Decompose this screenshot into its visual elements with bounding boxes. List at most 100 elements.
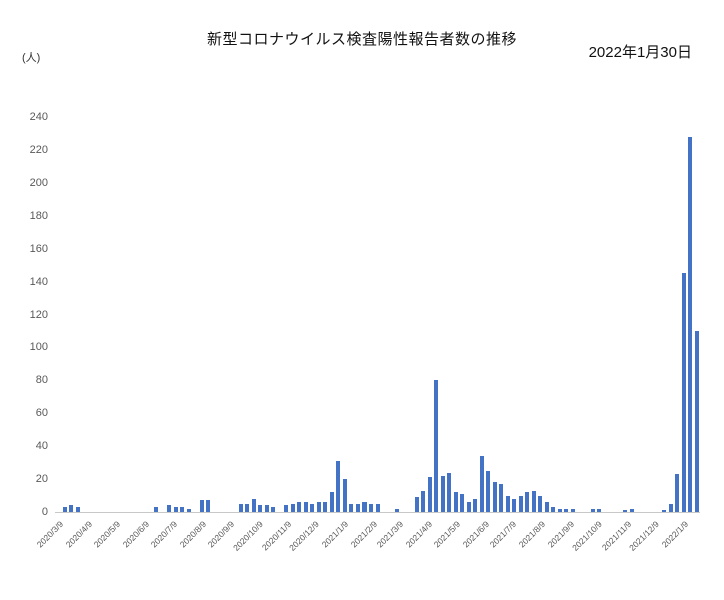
y-tick-label: 220 <box>29 143 48 156</box>
bar <box>375 503 380 512</box>
bar <box>69 505 74 512</box>
x-tick-label: 2020/7/9 <box>148 519 179 550</box>
bar <box>186 508 191 512</box>
bar-slot <box>322 117 329 512</box>
y-tick-label: 180 <box>29 209 48 222</box>
y-tick-label: 200 <box>29 176 48 189</box>
bar <box>492 482 497 512</box>
bar-slot <box>185 117 192 512</box>
bar-slot <box>205 117 212 512</box>
y-tick-label: 120 <box>29 308 48 321</box>
bar <box>525 492 530 512</box>
bar <box>688 136 693 512</box>
y-tick-label: 40 <box>35 440 48 453</box>
x-tick-label: 2020/10/9 <box>230 519 265 553</box>
bar-slot <box>524 117 531 512</box>
bar-slot <box>172 117 179 512</box>
bar-slot <box>355 117 362 512</box>
bar <box>499 484 504 512</box>
x-tick-label: 2022/1/9 <box>659 519 690 550</box>
x-tick-label: 2021/7/9 <box>488 519 519 550</box>
y-tick-label: 160 <box>29 242 48 255</box>
bar-slot <box>75 117 82 512</box>
chart-title: 新型コロナウイルス検査陽性報告者数の推移 <box>206 31 517 48</box>
bar <box>557 508 562 512</box>
bar <box>662 510 667 512</box>
bar <box>694 330 699 512</box>
bar <box>180 507 185 512</box>
bar-slot <box>361 117 368 512</box>
bar <box>245 503 250 512</box>
bar-slot <box>296 117 303 512</box>
bar <box>551 507 556 512</box>
bar <box>323 502 328 512</box>
bar-slot <box>62 117 69 512</box>
bar-slot <box>537 117 544 512</box>
bar-slot <box>452 117 459 512</box>
bar <box>434 380 439 512</box>
bar-slot <box>413 117 420 512</box>
bar <box>362 502 367 512</box>
bar-slot <box>563 117 570 512</box>
bar <box>199 500 204 512</box>
x-tick-label: 2021/6/9 <box>460 519 491 550</box>
bar-slot <box>264 117 271 512</box>
bar <box>75 507 80 512</box>
bar <box>290 503 295 512</box>
bar-slot <box>550 117 557 512</box>
bar <box>271 507 276 512</box>
bar-slot <box>348 117 355 512</box>
x-tick-label: 2021/5/9 <box>431 519 462 550</box>
bar <box>342 479 347 512</box>
bar <box>251 498 256 512</box>
bar <box>297 502 302 512</box>
bar <box>310 503 315 512</box>
bar-slot <box>570 117 577 512</box>
bar-slot <box>433 117 440 512</box>
bar-slot <box>374 117 381 512</box>
bar <box>284 505 289 512</box>
y-tick-label: 60 <box>35 407 48 420</box>
bar-slot <box>589 117 596 512</box>
y-tick-label: 20 <box>35 473 48 486</box>
x-axis: 2020/3/9 2020/4/9 2020/5/9 2020/6/9 2020/7/9… <box>35 514 700 594</box>
bar-slot <box>250 117 257 512</box>
bar <box>414 497 419 512</box>
bar-slot <box>681 117 688 512</box>
bar <box>623 510 628 512</box>
y-tick-label: 0 <box>41 506 48 518</box>
bar-slot <box>492 117 499 512</box>
bar <box>316 502 321 512</box>
bar-slot <box>257 117 264 512</box>
bar <box>264 505 269 512</box>
bar <box>238 503 243 512</box>
y-tick-label: 140 <box>29 275 48 288</box>
bar <box>531 490 536 512</box>
bar <box>355 503 360 512</box>
bar-slot <box>283 117 290 512</box>
bar-slot <box>518 117 525 512</box>
bar <box>153 507 158 512</box>
plot-area <box>55 117 700 513</box>
bar-slot <box>290 117 297 512</box>
bar <box>453 492 458 512</box>
x-tick-label: 2020/4/9 <box>63 519 95 550</box>
bar-slot <box>498 117 505 512</box>
y-axis-unit-label: (人) <box>22 52 41 64</box>
bar <box>427 477 432 512</box>
bar-slot <box>166 117 173 512</box>
x-tick-label: 2021/1/9 <box>319 519 351 550</box>
bar-slot <box>622 117 629 512</box>
x-tick-label: 2020/8/9 <box>177 519 208 550</box>
bar <box>675 474 680 512</box>
bar-slot <box>694 117 701 512</box>
report-date: 2022年1月30日 <box>588 44 692 61</box>
bar <box>505 495 510 512</box>
bar-slot <box>303 117 310 512</box>
y-tick-label: 100 <box>29 341 48 354</box>
bar-slot <box>198 117 205 512</box>
bar-slot <box>544 117 551 512</box>
bar <box>329 492 334 512</box>
bar-slot <box>661 117 668 512</box>
